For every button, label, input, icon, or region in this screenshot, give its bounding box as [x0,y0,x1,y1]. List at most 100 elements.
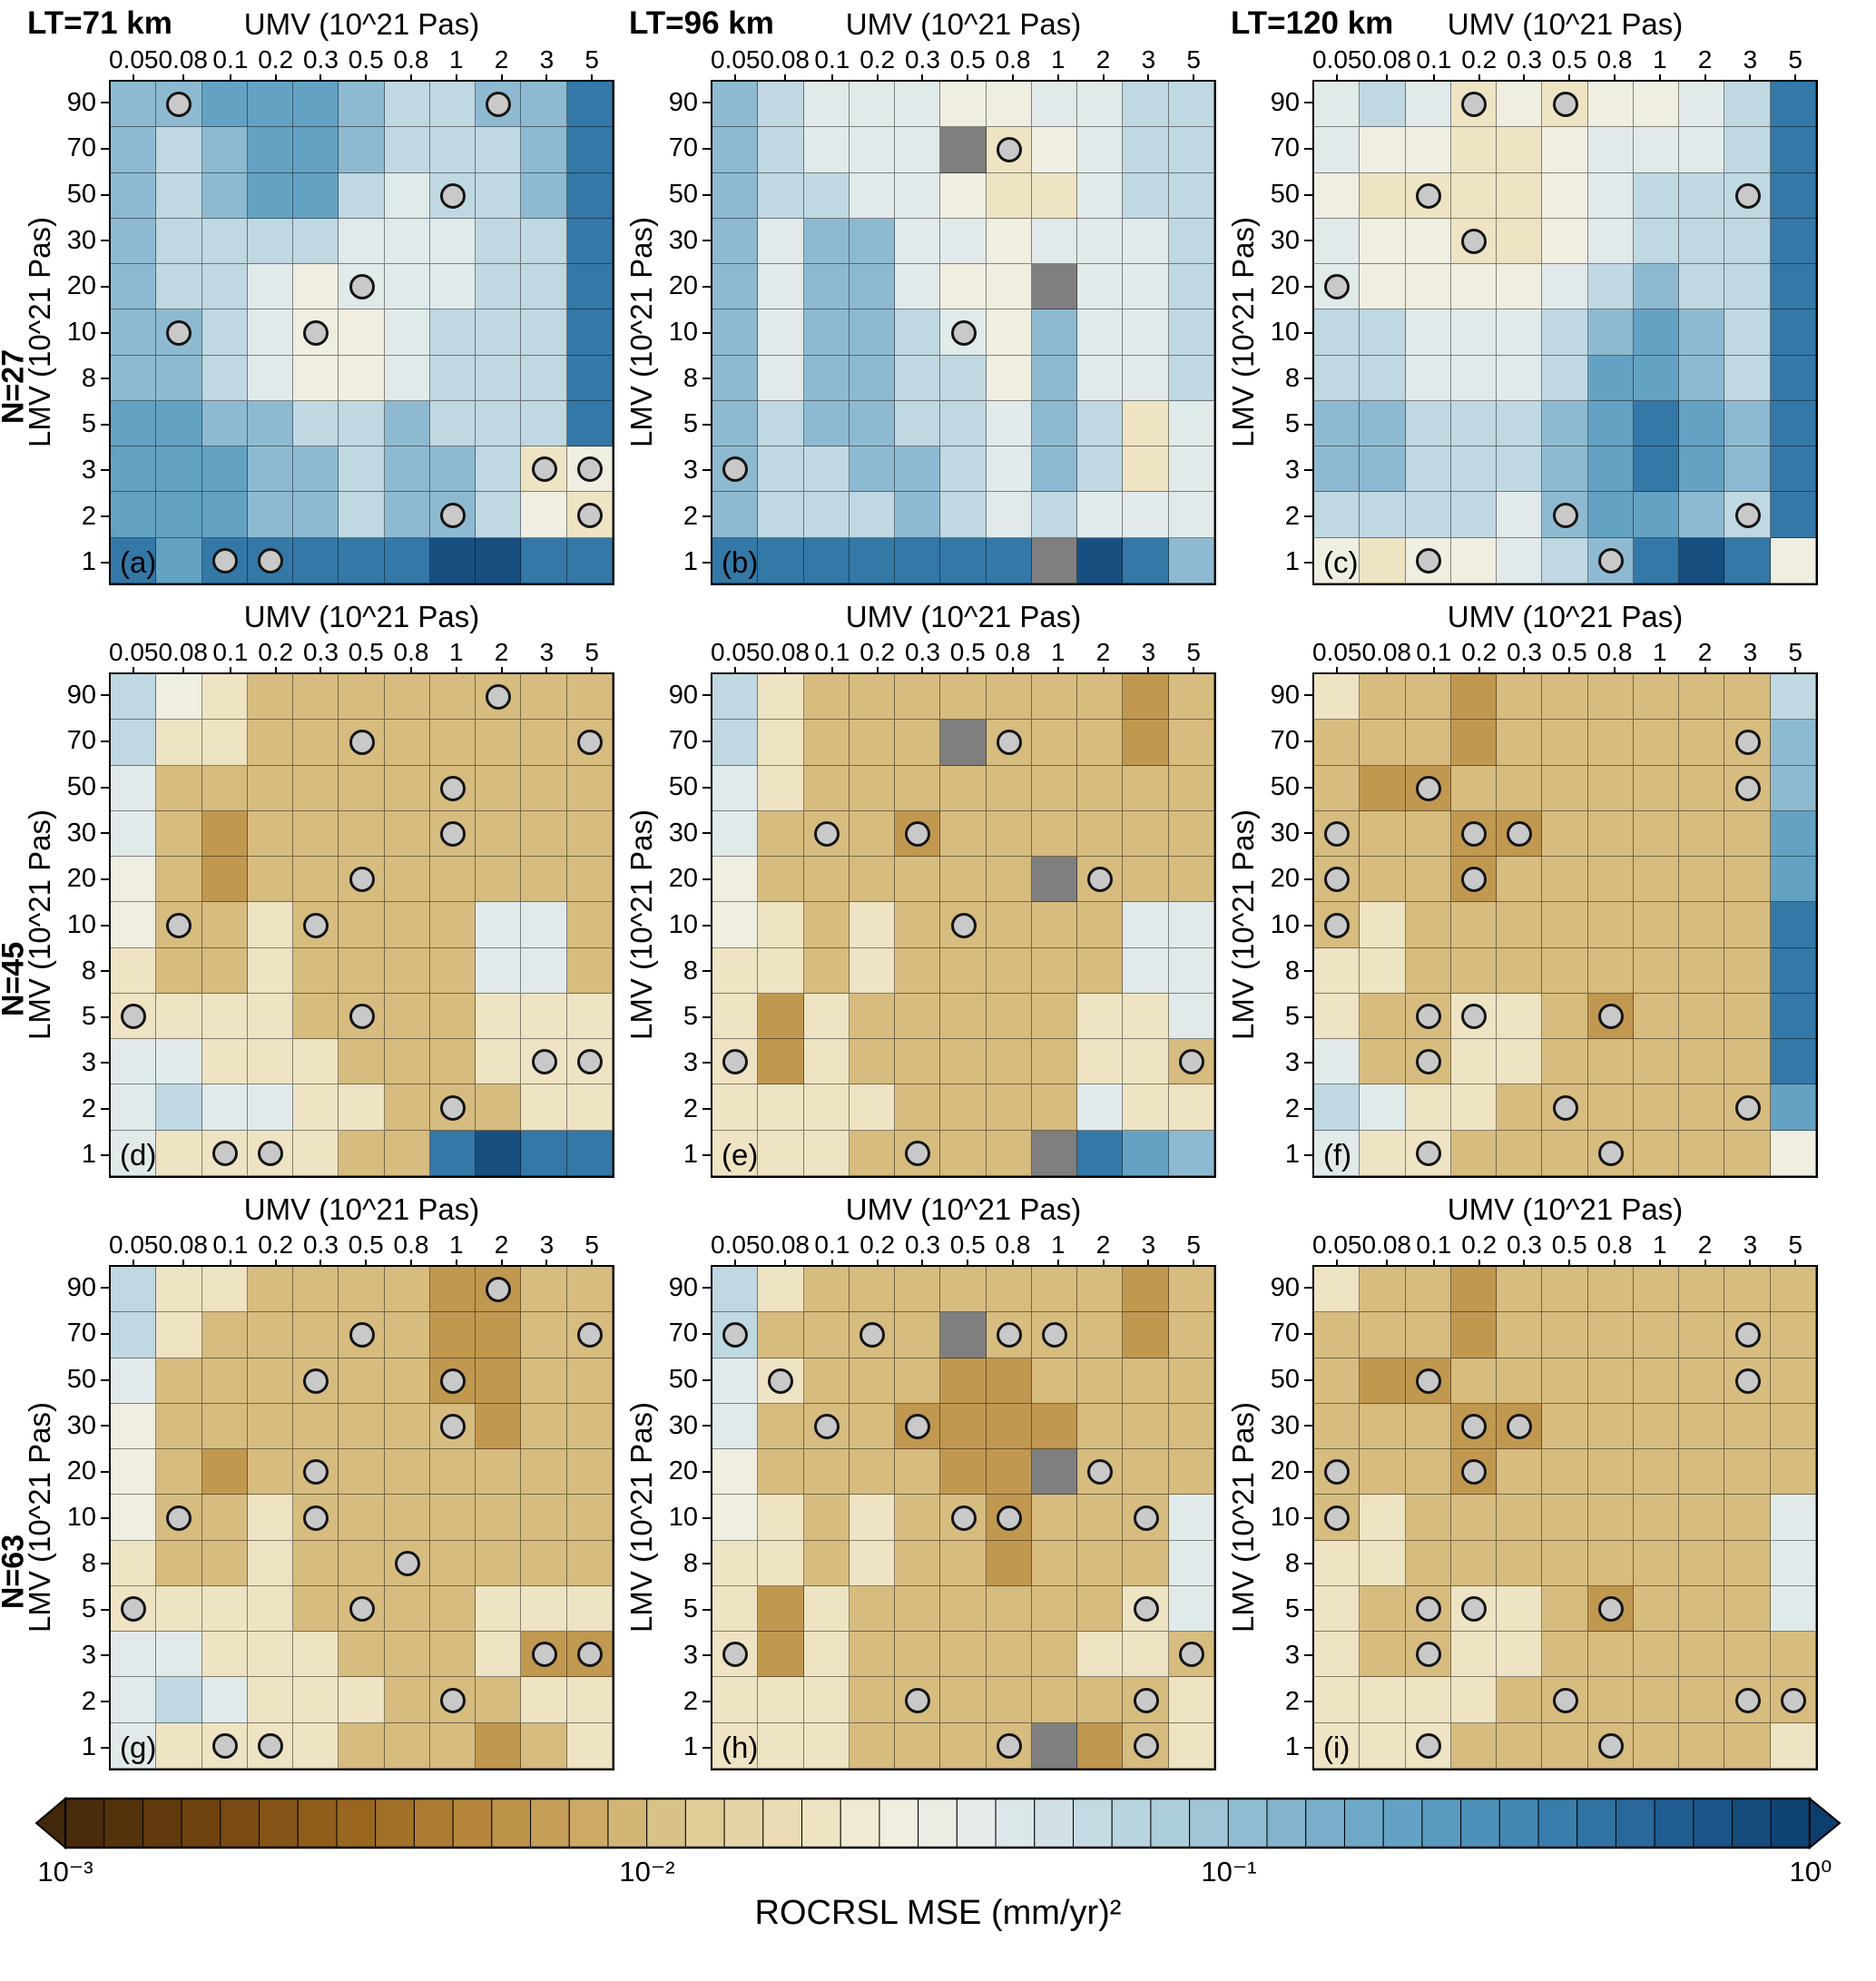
heatmap-cell [1077,947,1124,994]
heatmap-cell [895,720,941,766]
heatmap-cell [1587,674,1634,721]
heatmap-cell [758,446,804,493]
heatmap-cell [986,1267,1032,1313]
y-tick-label: 8 [1260,356,1312,402]
heatmap-cell [1633,1039,1680,1085]
colorbar-tick-label: 10⁻² [619,1856,675,1888]
heatmap-cell [1360,355,1406,401]
heatmap-cell [1405,400,1451,447]
heatmap-cell [1031,309,1078,356]
heatmap-cell [156,1312,202,1358]
heatmap-cell [339,1722,385,1769]
heatmap-cell [1077,1084,1124,1131]
heatmap-cell [940,446,987,493]
heatmap-cell [1031,492,1078,538]
heatmap-cell [1360,947,1406,994]
heatmap-cell [1770,947,1816,994]
heatmap-cell [1679,1495,1725,1541]
heatmap-cell [1770,1585,1816,1633]
sample-marker-circle [996,1505,1022,1531]
heatmap: (a) [109,80,614,585]
x-tick-label: 0.8 [990,1232,1036,1265]
heatmap-cell [712,1312,759,1358]
heatmap-cell [1031,82,1078,128]
heatmap-cell [156,857,202,903]
sample-marker-circle [1415,775,1441,801]
heatmap: (d) [109,672,614,1178]
heatmap-cell [1542,1677,1588,1723]
plot-area: 0.05 0.08 0.1 0.2 0.3 0.5 0.8 1 2 3 5 (i) [1312,1232,1818,1770]
heatmap-cell [1497,1585,1543,1633]
sample-marker-circle [996,1322,1022,1348]
x-axis-ticks: 0.05 0.08 0.1 0.2 0.3 0.5 0.8 1 2 3 5 [1312,47,1818,80]
y-tick-label: 1 [1260,1132,1312,1178]
y-axis: LMV (10^21 Pas) 90 70 50 30 20 10 8 5 3 2 1 [23,640,109,1178]
heatmap-cell [1077,1039,1124,1085]
heatmap-cell [1360,1358,1406,1404]
heatmap-cell [849,993,896,1040]
heatmap-cell [476,1358,522,1404]
panel-f: UMV (10^21 Pas) LMV (10^21 Pas) 90 70 50 30… [1226,598,1818,1178]
heatmap-cell [111,1267,157,1313]
sample-marker-circle [1415,1732,1441,1759]
y-tick-label: 3 [56,1633,109,1679]
sample-marker-circle [211,547,238,574]
heatmap-cell [1587,82,1634,128]
heatmap-cell [201,1540,248,1586]
heatmap-cell [1587,1632,1634,1678]
heatmap-cell [1314,82,1360,128]
y-tick-label: 1 [1260,1724,1312,1770]
heatmap-cell [1314,446,1360,493]
heatmap-cell [1031,1722,1078,1769]
heatmap-cell [1770,1722,1816,1769]
y-tick-label: 5 [658,401,711,447]
sample-marker-circle [440,775,467,801]
x-tick-label: 3 [1125,47,1171,80]
heatmap-cell [1314,947,1360,994]
sample-marker-circle [349,1004,375,1030]
heatmap-cell [986,1084,1032,1131]
heatmap-cell [339,309,385,356]
heatmap-cell [566,1722,613,1769]
panel-label: (i) [1323,1731,1351,1764]
heatmap-cell [1123,1403,1169,1450]
x-tick-label: 2 [479,640,525,672]
heatmap-cell [895,172,941,219]
heatmap-cell [758,947,804,994]
heatmap-cell [849,1449,896,1496]
heatmap-cell [712,857,759,903]
heatmap-cell [156,264,202,310]
heatmap-cell [849,1585,896,1633]
heatmap-cell [201,1449,248,1496]
x-tick-label: 0.3 [299,1232,344,1265]
heatmap-cell [339,446,385,493]
x-tick-label: 0.8 [1592,640,1637,672]
column-title: LT=120 km [1231,5,1394,41]
heatmap-cell [339,172,385,219]
heatmap-cell [758,810,804,858]
heatmap-cell [986,1632,1032,1678]
heatmap-cell [293,446,339,493]
sample-marker-circle [1324,867,1351,893]
heatmap-cell [521,765,567,811]
heatmap-cell [803,1677,850,1723]
heatmap-cell [521,400,567,447]
heatmap-cell [1679,1722,1725,1769]
x-tick-label: 0.05 [1312,640,1362,672]
heatmap-cell [339,400,385,447]
heatmap-cell [895,1495,941,1541]
heatmap-cell [1360,1677,1406,1723]
heatmap-cell [566,1540,613,1586]
y-tick-label: 90 [658,672,711,719]
heatmap-cell [156,1084,202,1131]
heatmap-cell [1770,1130,1816,1176]
heatmap-cell [111,218,157,265]
y-tick-label: 10 [56,902,109,948]
heatmap-cell [293,1039,339,1085]
heatmap-cell [895,492,941,538]
heatmap-cell [849,218,896,265]
sample-marker-circle [1597,1004,1624,1030]
heatmap-cell [201,1585,248,1633]
heatmap-cell [712,947,759,994]
heatmap-cell [429,947,476,994]
